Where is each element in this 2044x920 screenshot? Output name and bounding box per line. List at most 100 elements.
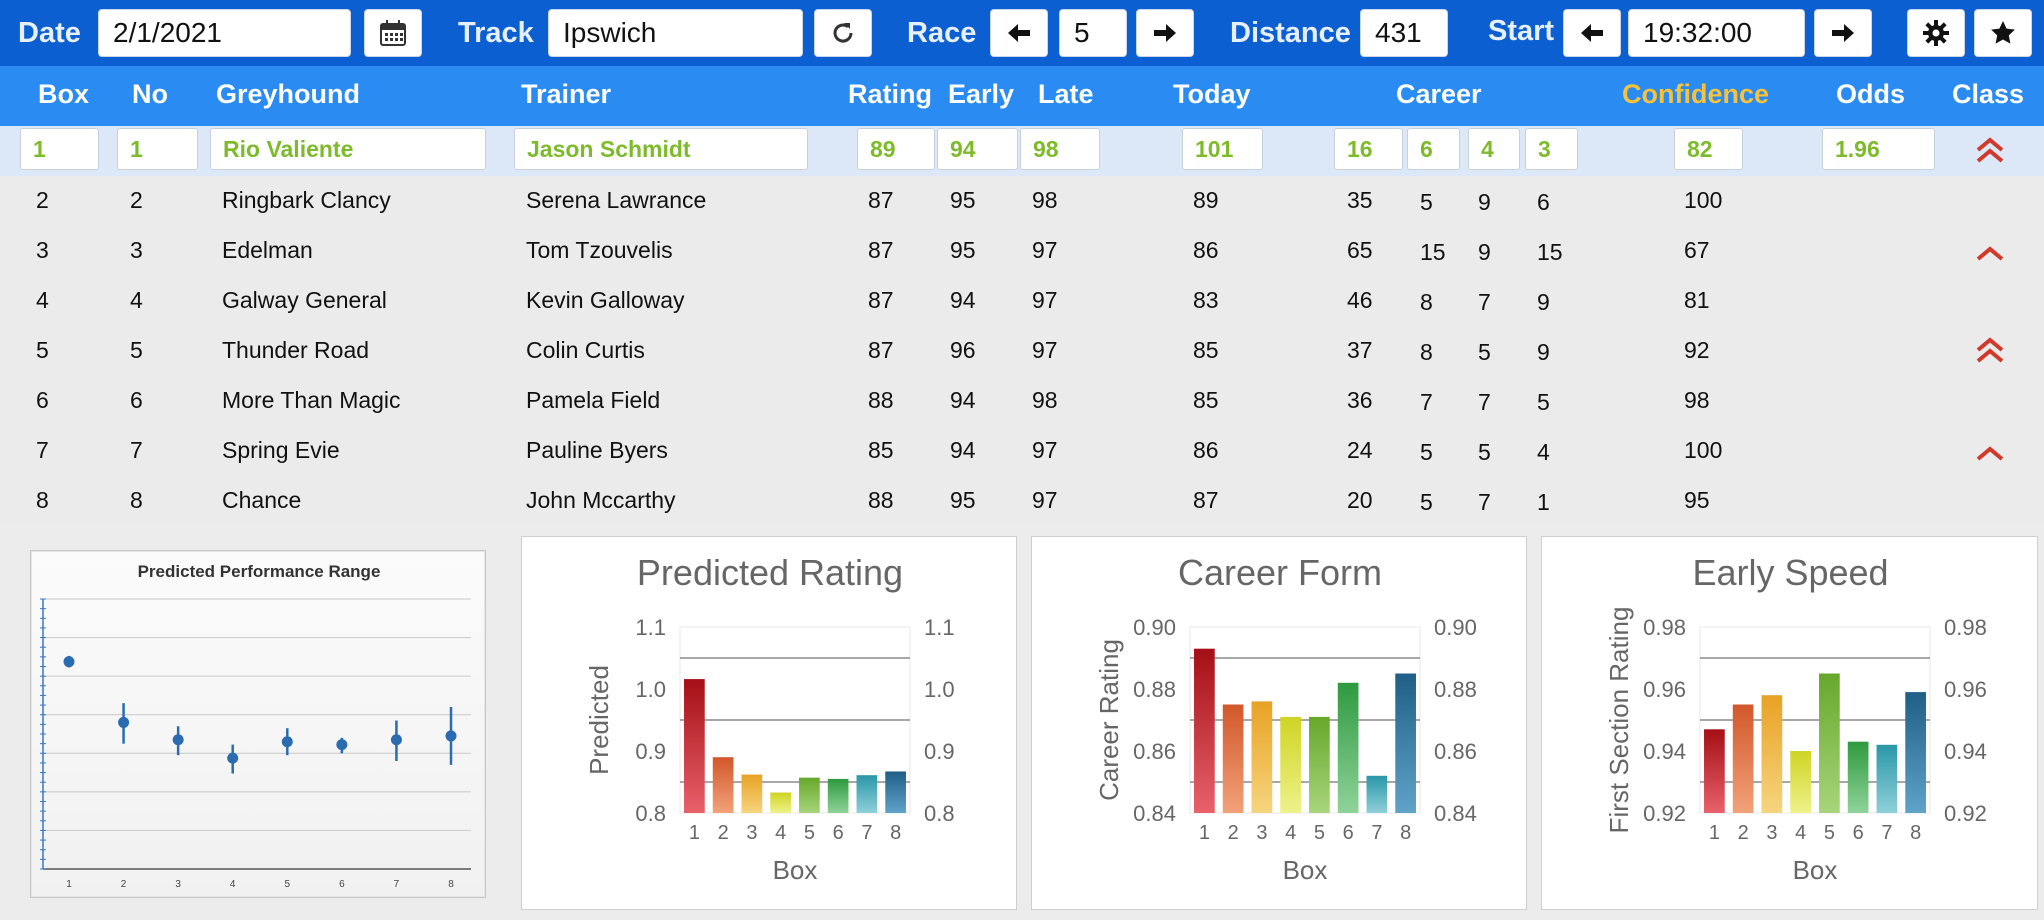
x-tick-label: 5 [1824,822,1835,844]
cell-career-seconds: 9 [1478,239,1491,265]
col-odds[interactable]: Odds [1836,79,1906,109]
cell-early[interactable]: 94 [937,128,1018,170]
col-late[interactable]: Late [1038,79,1094,109]
start-time-field[interactable]: 19:32:00 [1628,9,1805,57]
table-row[interactable]: 7 7 Spring Evie Pauline Byers 85 94 97 86 24 5 5 4 1… [0,426,2044,476]
data-point [118,716,130,728]
cell-late[interactable]: 98 [1020,128,1100,170]
cell-greyhound: Edelman [222,237,313,263]
col-career[interactable]: Career [1396,79,1482,109]
cell-no: 5 [130,337,143,363]
x-tick-label: 8 [1910,822,1921,844]
cell-late: 97 [1032,237,1058,263]
cell-career-thirds: 15 [1537,239,1563,265]
cell-late: 98 [1032,187,1058,213]
race-prev-button[interactable] [990,9,1048,57]
table-row[interactable]: 5 5 Thunder Road Colin Curtis 87 96 97 85 37 8 5 9 9… [0,326,2044,376]
cell-greyhound: Chance [222,487,302,513]
cell-box: 2 [36,187,49,213]
track-field[interactable]: Ipswich [548,9,803,57]
cell-career-wins[interactable]: 6 [1407,128,1460,170]
y2-tick-label: 0.86 [1434,739,1477,764]
cell-career-thirds: 4 [1537,439,1550,465]
x-tick-label: 2 [718,822,729,844]
distance-field[interactable]: 431 [1360,9,1448,57]
settings-button[interactable] [1907,9,1965,57]
cell-career-seconds[interactable]: 4 [1468,128,1520,170]
date-field[interactable]: 2/1/2021 [98,9,351,57]
refresh-button[interactable] [814,9,872,57]
cell-greyhound[interactable]: Rio Valiente [210,128,486,170]
col-no[interactable]: No [132,79,168,109]
table-row[interactable]: 1 1 Rio Valiente Jason Schmidt 89 94 98 … [0,126,2044,176]
bar [1876,744,1898,813]
cell-confidence[interactable]: 82 [1674,128,1743,170]
table-row[interactable]: 6 6 More Than Magic Pamela Field 88 94 98 85 36 7… [0,376,2044,426]
y-tick-label: 0.8 [635,801,666,826]
cell-box[interactable]: 1 [20,128,99,170]
cell-rating: 87 [868,187,894,213]
cell-no[interactable]: 1 [117,128,198,170]
col-rating[interactable]: Rating [848,79,932,109]
cell-odds[interactable]: 1.96 [1822,128,1935,170]
y-tick-label: 0.86 [1133,739,1176,764]
cell-greyhound: Spring Evie [222,437,340,463]
cell-career-starts: 20 [1347,487,1373,513]
bar [885,771,906,813]
chevron-up-icon [1976,446,2004,461]
table-row[interactable]: 8 8 Chance John Mccarthy 88 95 97 87 20 5 7 1 95 [0,476,2044,526]
col-confidence[interactable]: Confidence [1622,79,1770,109]
cell-no: 3 [130,237,143,263]
cell-today[interactable]: 101 [1182,128,1263,170]
data-point [281,736,293,748]
col-class[interactable]: Class [1952,79,2025,109]
col-greyhound[interactable]: Greyhound [216,79,361,109]
table-row[interactable]: 4 4 Galway General Kevin Galloway 87 94 97 83 46… [0,276,2044,326]
col-trainer[interactable]: Trainer [521,79,612,109]
cell-today: 89 [1193,187,1219,213]
y2-tick-label: 0.96 [1944,677,1987,702]
favorite-button[interactable] [1974,9,2032,57]
x-tick-label: 4 [1795,822,1806,844]
x-tick-label: 3 [1256,822,1267,844]
bar [1905,692,1926,813]
chevron-up-icon [1976,246,2004,261]
cell-career-thirds: 9 [1537,339,1550,365]
early-speed-panel: Early Speed 0.92 0.92 0.94 0.94 0.96 0.96 0.98 0… [1541,536,2038,910]
cell-no: 4 [130,287,143,313]
cell-rating[interactable]: 89 [857,128,935,170]
col-early[interactable]: Early [948,79,1015,109]
cell-trainer[interactable]: Jason Schmidt [514,128,808,170]
bar [741,774,763,813]
calendar-button[interactable] [364,9,422,57]
data-point [63,656,75,668]
start-prev-button[interactable] [1563,9,1621,57]
performance-range-plot: Predicted Performance Range 1 2 3 4 5 6 7 8 [40,562,471,890]
cell-career-thirds[interactable]: 3 [1525,128,1578,170]
bar [1704,729,1725,813]
data-point [445,730,457,742]
arrow-right-icon [1154,24,1176,42]
table-row[interactable]: 3 3 Edelman Tom Tzouvelis 87 95 97 86 65 15 9 15 67 [0,226,2044,276]
y2-tick-label: 0.84 [1434,801,1477,826]
bar [856,775,878,813]
col-today[interactable]: Today [1173,79,1251,109]
bar [1732,704,1754,813]
cell-confidence: 67 [1684,237,1710,263]
start-next-button[interactable] [1814,9,1872,57]
race-field[interactable]: 5 [1059,9,1127,57]
bar [1251,701,1273,813]
runner-table: 1 1 Rio Valiente Jason Schmidt 89 94 98 … [0,126,2044,524]
cell-today: 86 [1193,237,1219,263]
cell-greyhound: More Than Magic [222,387,401,413]
table-row[interactable]: 2 2 Ringbark Clancy Serena Lawrance 87 95 98 89… [0,176,2044,226]
col-box[interactable]: Box [38,79,90,109]
cell-early: 95 [950,237,976,263]
cell-career-starts: 36 [1347,387,1373,413]
race-next-button[interactable] [1136,9,1194,57]
double-chevron-up-icon [1976,137,2004,163]
cell-career-starts[interactable]: 16 [1334,128,1403,170]
cell-trainer: Pauline Byers [526,437,668,463]
y-tick-label: 1.0 [635,677,666,702]
double-chevron-up-icon [1976,337,2004,363]
